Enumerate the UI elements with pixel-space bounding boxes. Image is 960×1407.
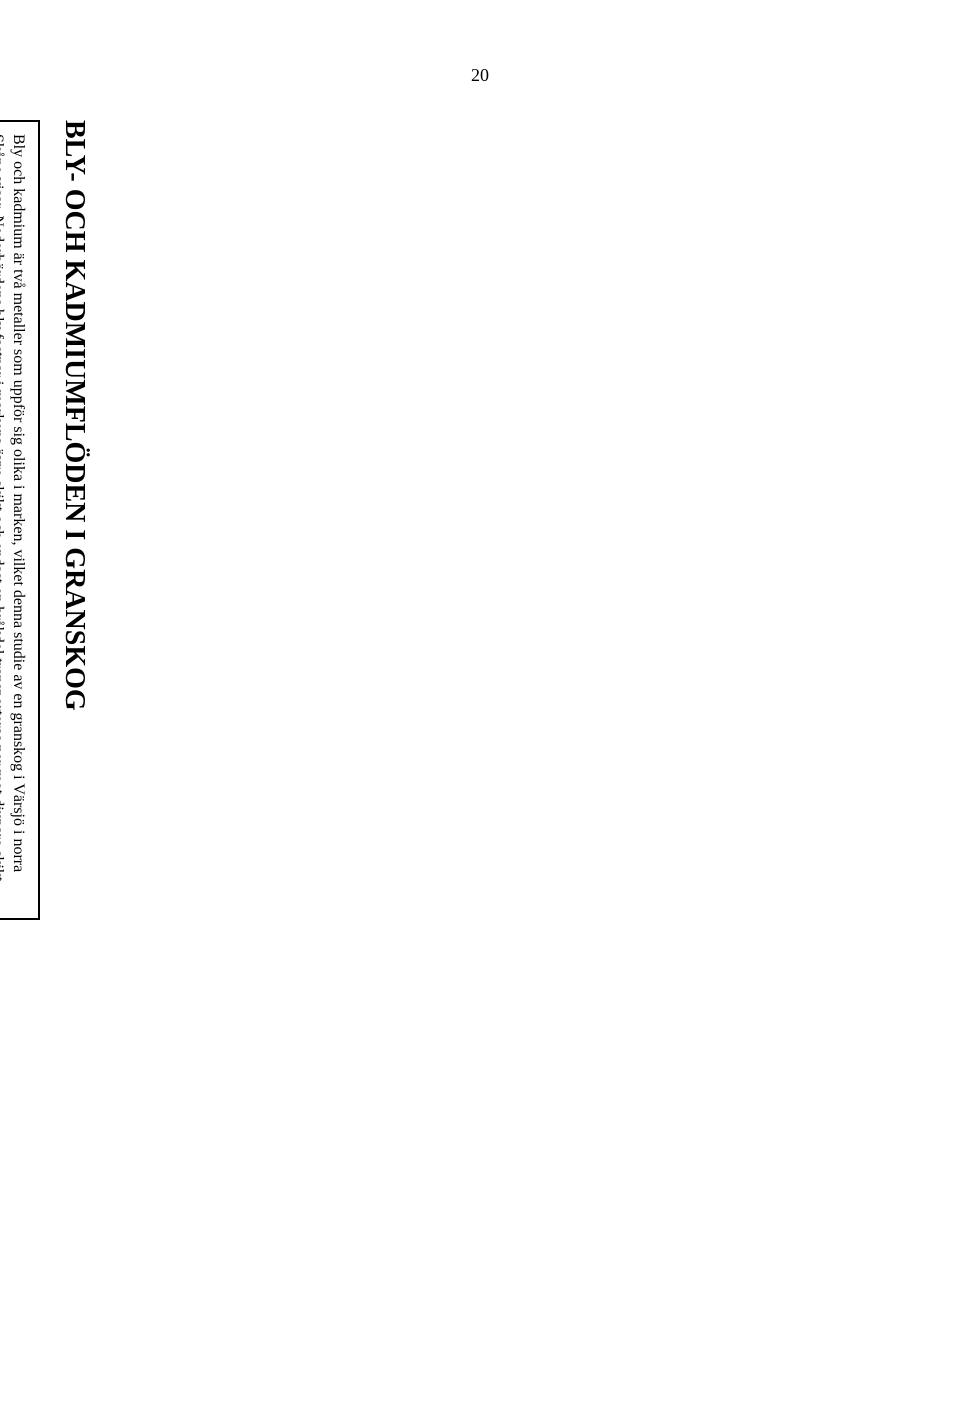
page-number: 20 [471, 65, 489, 86]
description-box: Bly och kadmium är två metaller som uppf… [0, 120, 40, 920]
rotated-content: BLY- OCH KADMIUMFLÖDEN I GRANSKOG Bly oc… [0, 120, 90, 920]
page-title: BLY- OCH KADMIUMFLÖDEN I GRANSKOG [58, 120, 90, 920]
